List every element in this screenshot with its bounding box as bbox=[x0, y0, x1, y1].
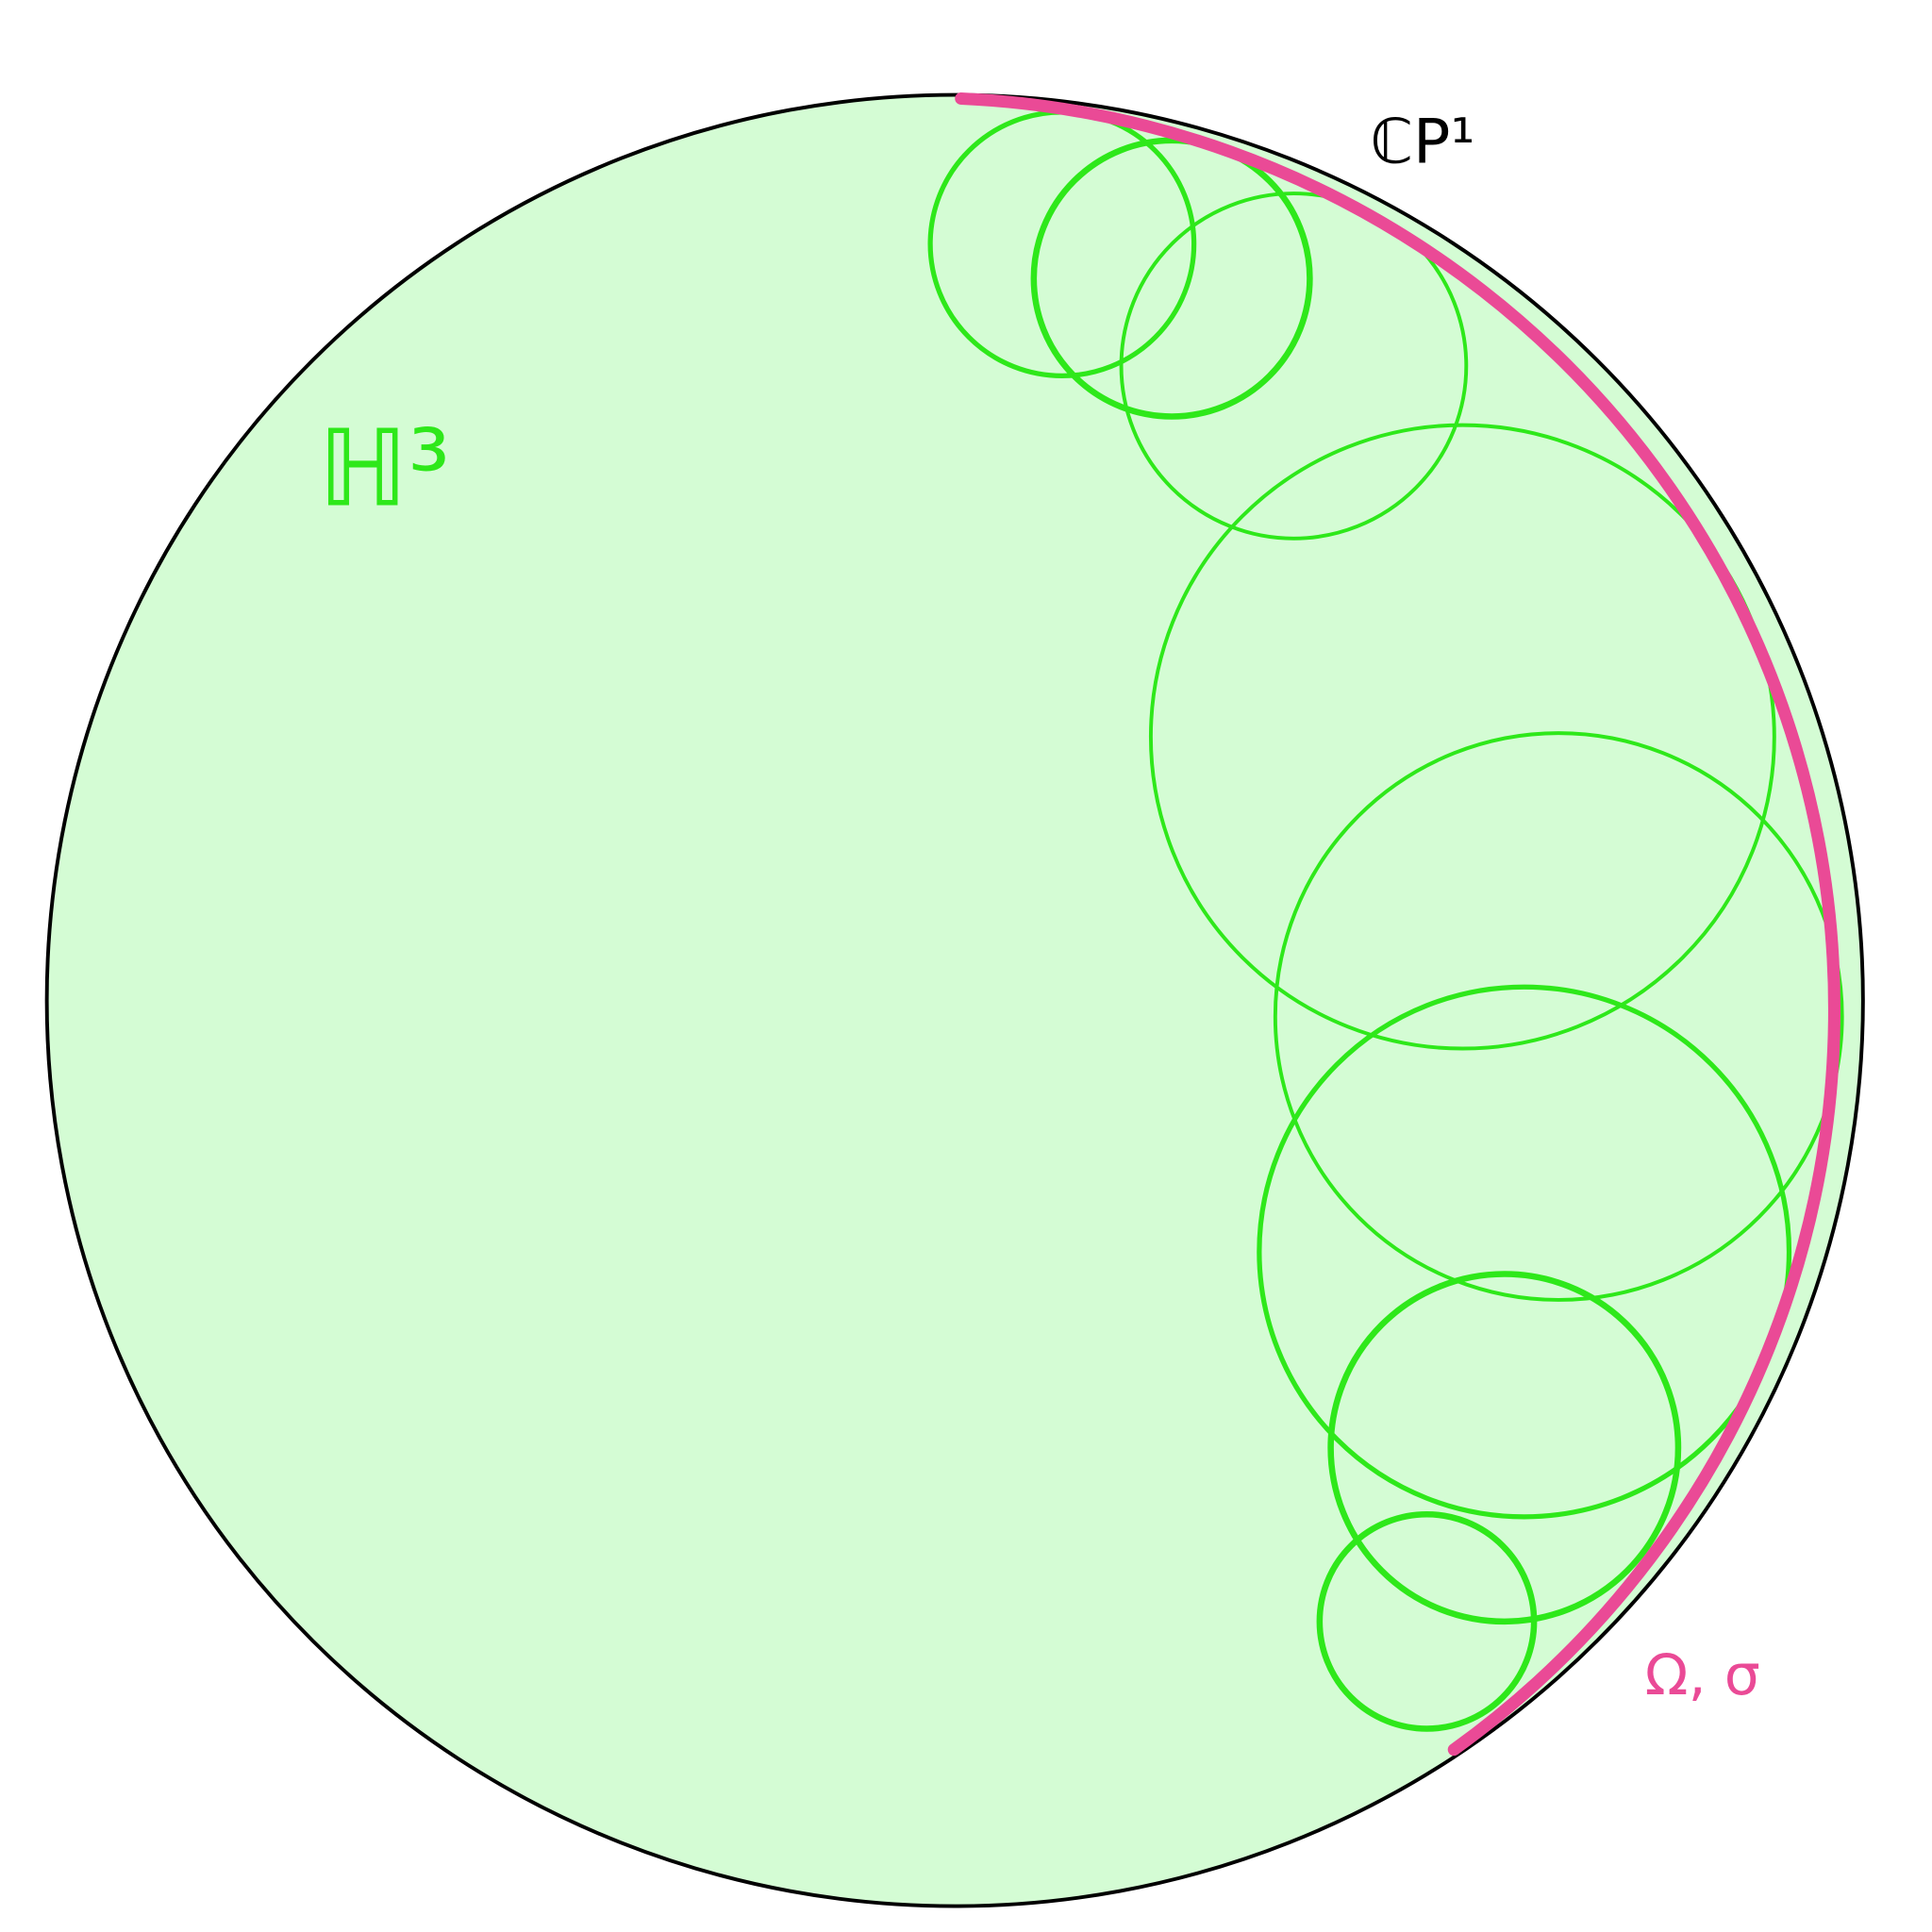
horoball bbox=[1327, 1271, 1682, 1625]
horoball bbox=[1119, 192, 1469, 541]
horoball bbox=[1316, 1510, 1538, 1732]
domain-label: Ω, σ bbox=[1645, 1642, 1760, 1708]
horoball bbox=[1030, 137, 1313, 420]
hyperbolic-ball bbox=[44, 92, 1865, 1908]
horoballs bbox=[927, 109, 1844, 1732]
horoball bbox=[1148, 423, 1776, 1051]
hyperbolic-space-label: ℍ³ bbox=[318, 408, 450, 531]
horoball bbox=[1273, 731, 1844, 1302]
boundary-label: ℂP¹ bbox=[1370, 106, 1474, 177]
horoball bbox=[1257, 984, 1792, 1520]
domain-arc bbox=[955, 92, 1840, 1757]
